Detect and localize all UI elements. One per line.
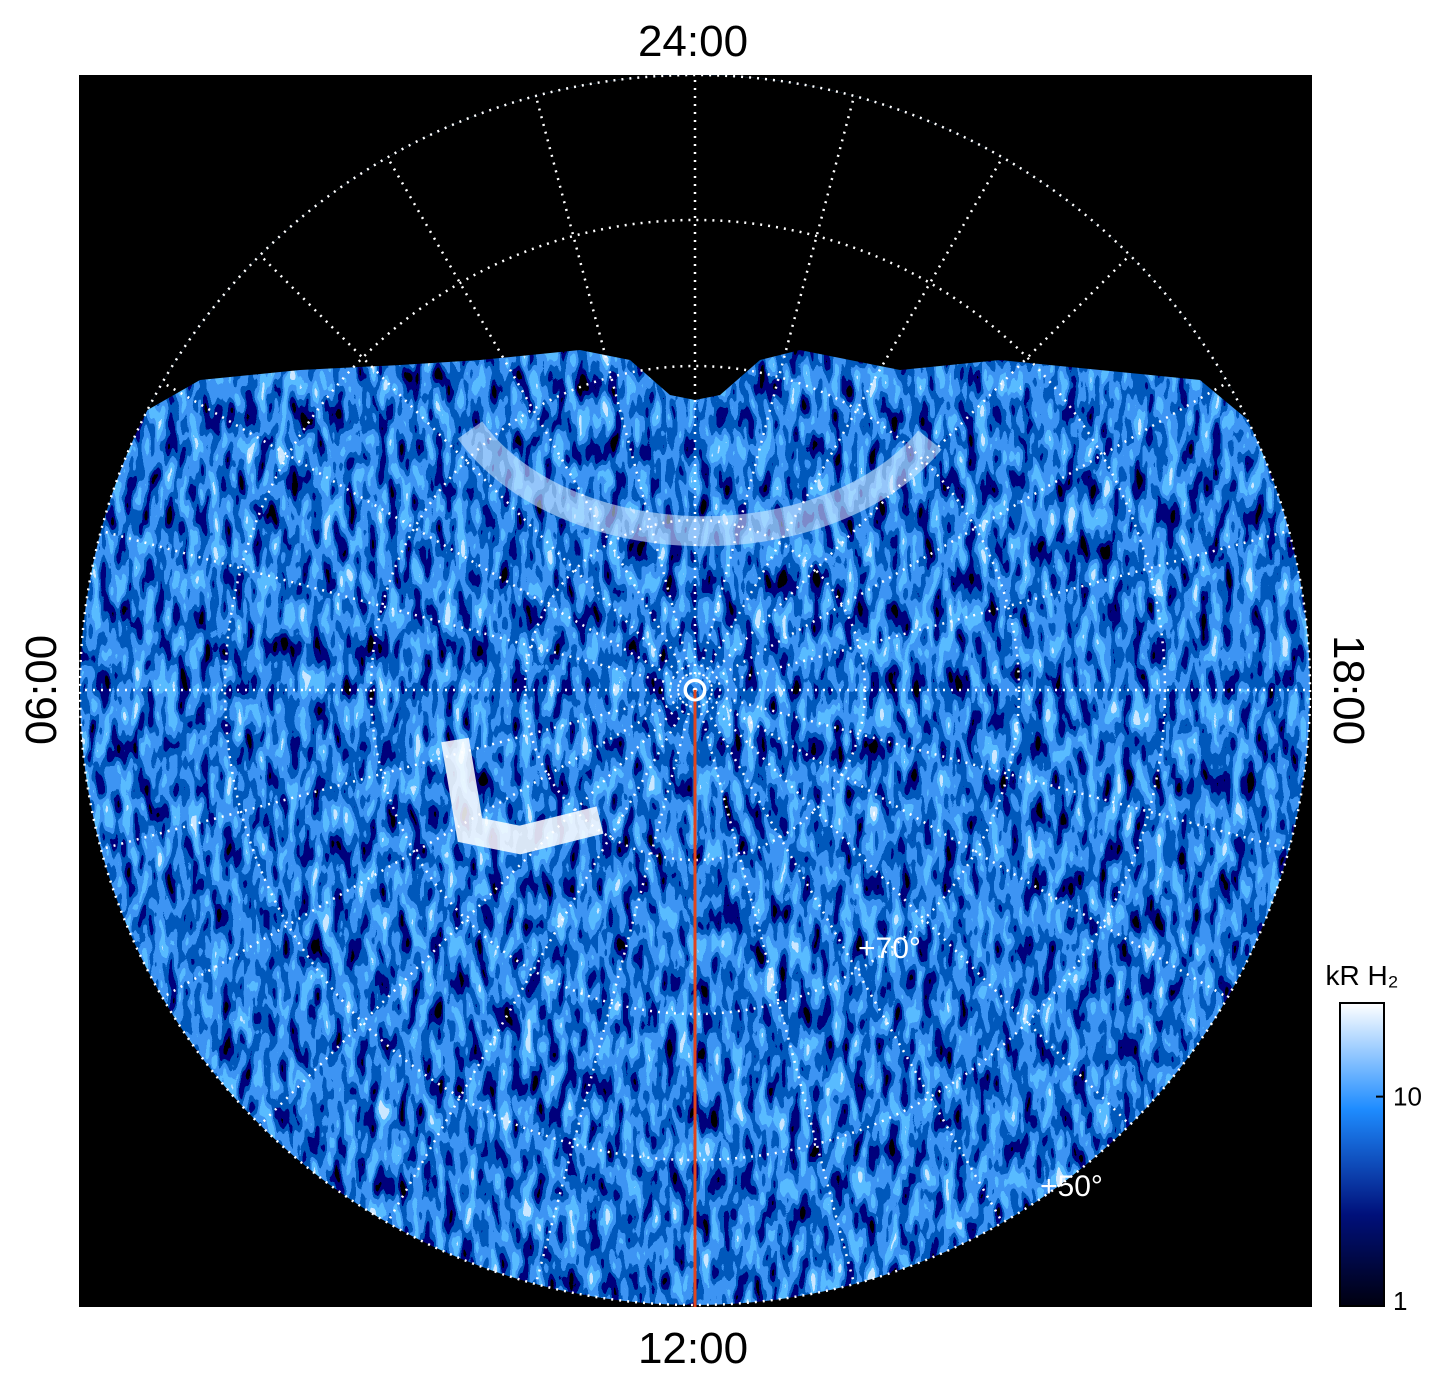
pole-marker	[683, 678, 707, 702]
meridian	[694, 689, 1131, 1126]
meridian	[694, 529, 1290, 692]
annotation: +70°	[858, 932, 921, 965]
meridian	[161, 688, 696, 999]
grid	[78, 73, 1312, 1307]
meridian	[694, 254, 1131, 691]
meridian	[694, 381, 1229, 692]
auroral-arc	[457, 421, 942, 547]
meridian	[386, 156, 697, 691]
annotation: +50°	[1040, 1170, 1103, 1203]
meridian	[100, 688, 696, 851]
meridian	[259, 689, 696, 1126]
meridian	[693, 156, 1004, 691]
meridian	[693, 95, 856, 691]
colorbar	[1339, 1002, 1385, 1307]
lat-ring	[369, 364, 1021, 1016]
bottom-label: 12:00	[638, 1324, 748, 1373]
lat-ring	[223, 218, 1167, 1162]
meridian	[259, 254, 696, 691]
no-data-cap	[80, 75, 1310, 430]
meridian	[534, 95, 697, 691]
meridian	[386, 689, 697, 1224]
meridian	[693, 689, 856, 1285]
meridian	[694, 688, 1229, 999]
lat-ring	[78, 73, 1312, 1307]
meridian	[100, 529, 696, 692]
colorbar-tick-label: 10	[1393, 1082, 1422, 1112]
right-label: 18:00	[1324, 635, 1373, 745]
left-label: 06:00	[17, 635, 66, 745]
bright-spot	[441, 737, 604, 855]
meridian	[161, 381, 696, 692]
meridian	[693, 689, 1004, 1224]
meridian	[694, 688, 1290, 851]
top-label: 24:00	[638, 17, 748, 66]
colorbar-tick-label: 1	[1393, 1286, 1407, 1316]
colorbar-label: kR H₂	[1325, 960, 1398, 991]
meridian	[534, 689, 697, 1285]
